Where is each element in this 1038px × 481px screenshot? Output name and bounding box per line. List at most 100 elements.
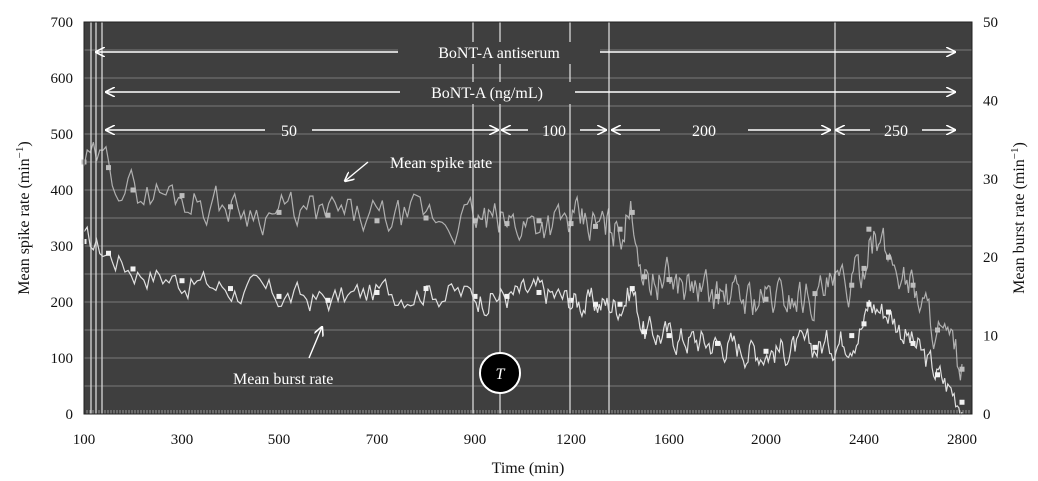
data-point — [106, 250, 111, 256]
y-left-tick-label: 700 — [51, 15, 74, 31]
x-tick-label: 2800 — [947, 432, 977, 448]
y-right-tick-labels: 0 10 20 30 40 50 — [983, 15, 998, 423]
antiserum-label-bg — [398, 42, 600, 64]
bont-label-bg — [400, 82, 575, 104]
data-point — [935, 372, 940, 378]
spike-rate-label: Mean spike rate — [390, 155, 492, 172]
data-point — [504, 293, 510, 299]
x-tick-label: 1600 — [654, 432, 684, 448]
data-point — [617, 301, 623, 307]
y-right-tick-label: 30 — [983, 172, 998, 188]
spike-series — [81, 142, 965, 381]
data-point — [666, 333, 672, 339]
data-point — [866, 301, 872, 307]
y-right-tick-label: 0 — [983, 407, 991, 423]
y-left-tick-label: 200 — [51, 295, 74, 311]
series-line — [83, 142, 963, 381]
data-point — [866, 226, 872, 232]
data-point — [423, 215, 429, 221]
data-point — [374, 289, 380, 295]
t-marker-label: T — [496, 366, 506, 383]
data-point — [472, 218, 478, 224]
data-point — [568, 297, 574, 303]
y-right-tick-label: 40 — [983, 93, 998, 109]
spike-label-arrow — [345, 161, 369, 181]
x-tick-label: 500 — [268, 432, 291, 448]
data-point — [763, 348, 769, 354]
data-point — [617, 226, 623, 232]
data-point — [374, 218, 380, 224]
x-tick-label: 2000 — [751, 432, 781, 448]
data-point — [130, 187, 136, 193]
y-left-tick-label: 100 — [51, 351, 74, 367]
data-point — [472, 293, 478, 299]
x-tick-label: 1200 — [556, 432, 586, 448]
data-point — [106, 165, 111, 171]
data-point — [536, 289, 542, 295]
data-point — [812, 344, 818, 350]
data-point — [423, 286, 429, 292]
data-point — [276, 209, 282, 215]
data-point — [715, 340, 720, 346]
data-point — [763, 296, 769, 302]
y-left-tick-label: 500 — [51, 127, 74, 143]
y-right-tick-label: 10 — [983, 329, 998, 345]
data-point — [179, 278, 185, 284]
y-right-tick-label: 20 — [983, 250, 998, 266]
data-point — [812, 291, 818, 297]
data-point — [325, 212, 331, 218]
t-marker — [479, 352, 521, 394]
burst-series — [81, 225, 965, 418]
data-point — [910, 340, 916, 346]
data-point — [536, 218, 542, 224]
x-tick-labels: 100 300 500 700 900 1200 1600 2000 2400 2800 — [73, 432, 977, 448]
conc-50-label: 50 — [281, 123, 297, 140]
data-point — [642, 274, 647, 280]
data-point — [642, 329, 647, 335]
data-point — [504, 221, 510, 227]
data-point — [861, 321, 867, 327]
y-left-tick-label: 0 — [66, 407, 74, 423]
y-left-axis-title: Mean spike rate (min−1) — [14, 141, 33, 294]
x-tick-label: 900 — [464, 432, 487, 448]
data-point — [886, 309, 891, 315]
x-tick-label: 700 — [366, 432, 389, 448]
data-point — [666, 277, 672, 283]
annotation-arrows — [96, 52, 955, 359]
y-right-axis-title: Mean burst rate (min−1) — [1009, 142, 1028, 294]
burst-rate-label: Mean burst rate — [233, 371, 333, 388]
y-right-tick-label: 50 — [983, 15, 998, 31]
data-point — [629, 286, 635, 292]
data-point — [568, 221, 574, 227]
conc-250-label: 250 — [884, 123, 908, 140]
conc-200-label: 200 — [692, 123, 716, 140]
burst-label-arrow — [308, 327, 322, 359]
plot-frame — [83, 21, 973, 415]
y-left-tick-label: 600 — [51, 71, 74, 87]
data-point — [629, 209, 635, 215]
x-minor-ticks — [83, 410, 973, 414]
conc-100-label: 100 — [542, 123, 566, 140]
data-point — [935, 327, 940, 333]
bont-label: BoNT-A (ng/mL) — [431, 85, 543, 102]
data-point — [886, 254, 891, 260]
y-left-tick-labels: 0 100 200 300 400 500 600 700 — [51, 15, 74, 423]
x-tick-label: 300 — [171, 432, 194, 448]
data-point — [593, 223, 598, 229]
data-point — [910, 282, 916, 288]
data-point — [228, 204, 233, 210]
y-left-tick-label: 300 — [51, 239, 74, 255]
data-point — [861, 265, 867, 271]
data-point — [179, 193, 185, 199]
data-point — [593, 301, 598, 307]
y-left-tick-label: 400 — [51, 183, 74, 199]
data-point — [849, 282, 855, 288]
data-point — [276, 293, 282, 299]
data-point — [959, 366, 965, 372]
data-point — [959, 399, 965, 405]
data-point — [130, 266, 136, 272]
x-axis-title: Time (min) — [492, 460, 565, 477]
x-tick-label: 100 — [73, 432, 96, 448]
antiserum-label: BoNT-A antiserum — [438, 45, 560, 62]
